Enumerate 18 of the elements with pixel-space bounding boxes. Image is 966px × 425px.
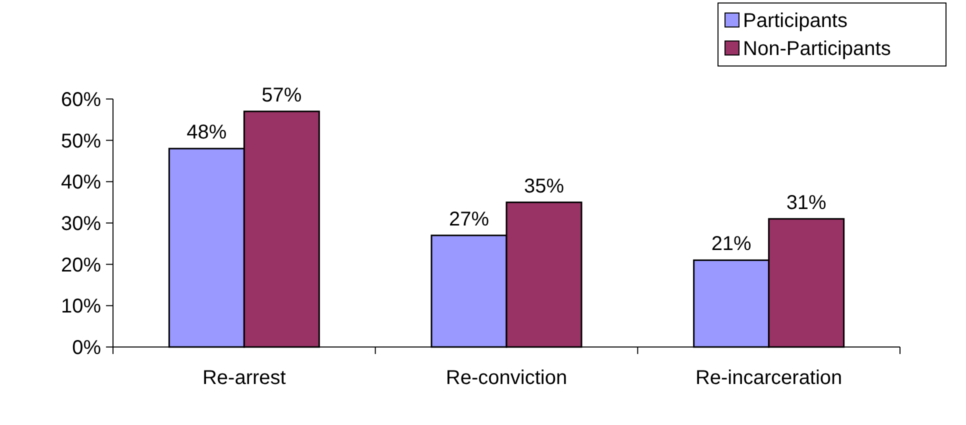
data-label: 48% <box>186 122 227 144</box>
y-tick-label: 50% <box>60 130 102 152</box>
x-tick-label: Re-conviction <box>446 367 568 389</box>
data-label: 57% <box>262 84 302 106</box>
data-label: 35% <box>524 175 564 198</box>
y-tick-label: 60% <box>60 89 102 111</box>
y-tick-label: 30% <box>60 213 102 235</box>
legend-label: Participants <box>743 10 848 32</box>
y-tick-label: 0% <box>72 337 102 359</box>
data-label: 21% <box>711 233 752 256</box>
data-label: 27% <box>448 208 490 230</box>
y-tick-label: 10% <box>60 296 102 318</box>
y-tick-label: 40% <box>60 172 102 194</box>
data-label: 31% <box>786 192 827 214</box>
x-tick-label: Re-arrest <box>202 367 286 389</box>
y-tick-label: 20% <box>60 254 102 276</box>
legend-label: Non-Participants <box>743 38 891 60</box>
x-tick-label: Re-incarceration <box>695 367 842 389</box>
